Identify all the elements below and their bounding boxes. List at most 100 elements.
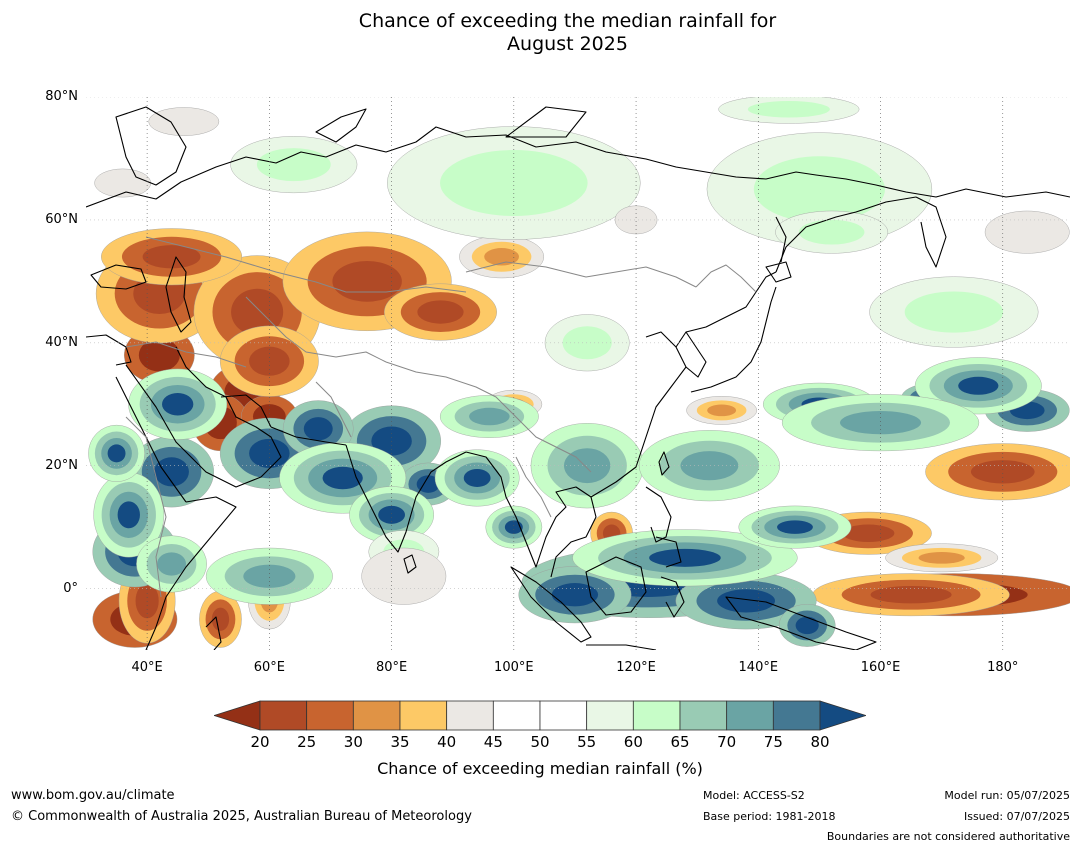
region-slightly-wet (256, 148, 331, 182)
probability-regions (88, 97, 1070, 648)
region-slightly-wet (904, 291, 1004, 333)
coastline-java (586, 644, 657, 650)
region-moderately-wet (243, 564, 296, 588)
lat-label: 0° (63, 580, 78, 596)
colorbar-tick-label: 35 (390, 733, 410, 751)
colorbar-segment-above-80 (819, 700, 866, 731)
region-dry (417, 300, 464, 324)
region-near-median (984, 210, 1070, 254)
coastline-taymyr (505, 106, 587, 138)
colorbar-segment (352, 700, 401, 731)
lon-label: 60°E (253, 660, 285, 675)
region-dry (142, 245, 201, 269)
region-dry (231, 288, 284, 336)
region-wet (958, 376, 999, 395)
coastline-sulawesi (660, 576, 685, 618)
graticule (86, 97, 1070, 650)
region-wet (107, 444, 126, 463)
border-india-north (315, 381, 352, 438)
coastline-okhotsk (775, 196, 917, 273)
coastline-japan (690, 286, 777, 393)
coastline-borneo (585, 556, 647, 616)
lon-label: 100°E (494, 660, 534, 675)
region-dry (135, 583, 159, 619)
region-slightly-wet (562, 326, 612, 360)
border-kazakhstan (145, 236, 467, 293)
colorbar-tick-label: 20 (250, 733, 270, 751)
colorbar-tick-label: 75 (763, 733, 783, 751)
border-africa (125, 416, 167, 598)
coastline-taiwan (658, 451, 670, 476)
coastline-sumatra (510, 566, 592, 643)
region-wet (378, 505, 406, 524)
region-wet-strong (154, 457, 189, 487)
coastline-russia-north (86, 126, 1070, 208)
colorbar-tick-label: 70 (717, 733, 737, 751)
border-mongolia (465, 261, 697, 288)
issued-date: Issued: 07/07/2025 (963, 810, 1070, 823)
base-period: Base period: 1981-2018 (703, 810, 836, 823)
colorbar-segment (539, 700, 588, 731)
region-wet (777, 520, 813, 534)
lon-label: 180° (987, 660, 1019, 675)
region-dry (870, 585, 952, 604)
region-moderately-wet (469, 407, 510, 426)
coastline-philippines (645, 486, 672, 543)
coastline-kamchatka (915, 196, 947, 268)
lon-label: 140°E (738, 660, 779, 675)
colorbar-segment (726, 700, 774, 731)
rainfall-map (86, 97, 1070, 650)
coastline-bohai (645, 331, 677, 348)
lon-label: 120°E (616, 660, 656, 675)
boundaries-disclaimer: Boundaries are not considered authoritat… (826, 830, 1070, 843)
lat-label: 40°N (45, 334, 78, 350)
region-slightly-wet (440, 150, 588, 216)
colorbar-segment (679, 700, 728, 731)
lon-label: 40°E (131, 660, 163, 675)
colorbar-segment (772, 700, 821, 731)
country-borders (125, 236, 757, 598)
border-russia-china (695, 264, 757, 293)
region-moderately-dry (918, 552, 965, 564)
title-line-1: Chance of exceeding the median rainfall … (358, 10, 777, 32)
colorbar-label: Chance of exceeding median rainfall (%) (377, 759, 703, 778)
coastline-arabia (125, 346, 282, 488)
colorbar-segment (306, 700, 354, 731)
colorbar-tick-label: 60 (623, 733, 643, 751)
coastline-caspian (165, 256, 192, 333)
coastline-sri-lanka (403, 554, 417, 574)
website-link[interactable]: www.bom.gov.au/climate (11, 788, 175, 803)
coastline-iran-pakistan (270, 426, 347, 446)
colorbar-tick-label: 30 (343, 733, 363, 751)
model-run-date: Model run: 05/07/2025 (944, 789, 1070, 802)
region-wet (322, 466, 363, 490)
region-near-median (148, 107, 220, 136)
colorbar-tick-label: 45 (483, 733, 503, 751)
coastline-black-sea (90, 264, 147, 290)
region-slightly-wet (753, 156, 886, 223)
map-canvas (86, 97, 1070, 650)
coastline-scandinavia (115, 106, 187, 186)
border-china-south (385, 361, 592, 473)
region-slightly-wet (798, 219, 865, 245)
region-moderately-wet (680, 451, 739, 481)
colorbar (214, 700, 866, 731)
lon-label: 160°E (860, 660, 901, 675)
lat-label: 20°N (45, 457, 78, 473)
region-dry (842, 524, 895, 542)
copyright-text: © Commonwealth of Australia 2025, Austra… (11, 809, 472, 824)
region-wet (162, 392, 194, 416)
region-wet (117, 501, 140, 529)
region-wet-strong (795, 616, 819, 635)
colorbar-tick-label: 65 (670, 733, 690, 751)
region-moderately-wet (157, 552, 187, 576)
region-dry (970, 460, 1035, 484)
region-wet-strong (416, 475, 440, 493)
colorbar-segment (632, 700, 681, 731)
coastline-korea (685, 331, 707, 378)
region-wet (463, 468, 491, 487)
border-central-asia (245, 296, 387, 363)
coastline-sakhalin (775, 216, 787, 263)
colorbar-segment (259, 700, 308, 731)
model-name: Model: ACCESS-S2 (703, 789, 805, 802)
